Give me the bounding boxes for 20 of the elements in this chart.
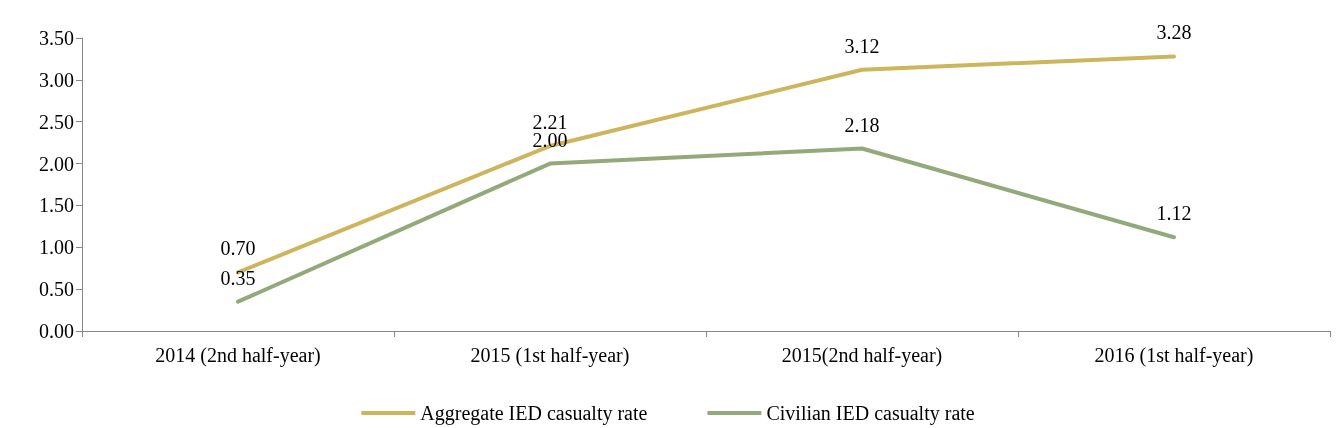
data-label: 3.28 [1156,21,1192,44]
y-tick-label: 0.50 [39,278,74,301]
data-label: 3.12 [844,34,880,57]
y-tick-label: 2.00 [39,152,74,175]
y-tick-label: 2.50 [39,110,74,133]
x-tick-label: 2014 (2nd half-year) [155,344,321,367]
x-tick-label: 2016 (1st half-year) [1094,344,1254,367]
x-tick-label: 2015(2nd half-year) [781,344,943,367]
data-label: 2.18 [844,113,880,136]
x-tick-label: 2015 (1st half-year) [470,344,630,367]
data-label: 0.70 [220,237,256,260]
y-tick-label: 3.00 [39,68,74,91]
y-tick-label: 3.50 [39,27,74,49]
legend-label: Civilian IED casualty rate [766,402,975,425]
y-tick-label: 0.00 [39,320,74,342]
legend-label: Aggregate IED casualty rate [420,402,648,425]
y-tick-label: 1.00 [39,236,74,259]
y-tick-label: 1.50 [39,194,74,217]
data-label: 1.12 [1156,202,1192,225]
data-label: 0.35 [220,266,256,289]
